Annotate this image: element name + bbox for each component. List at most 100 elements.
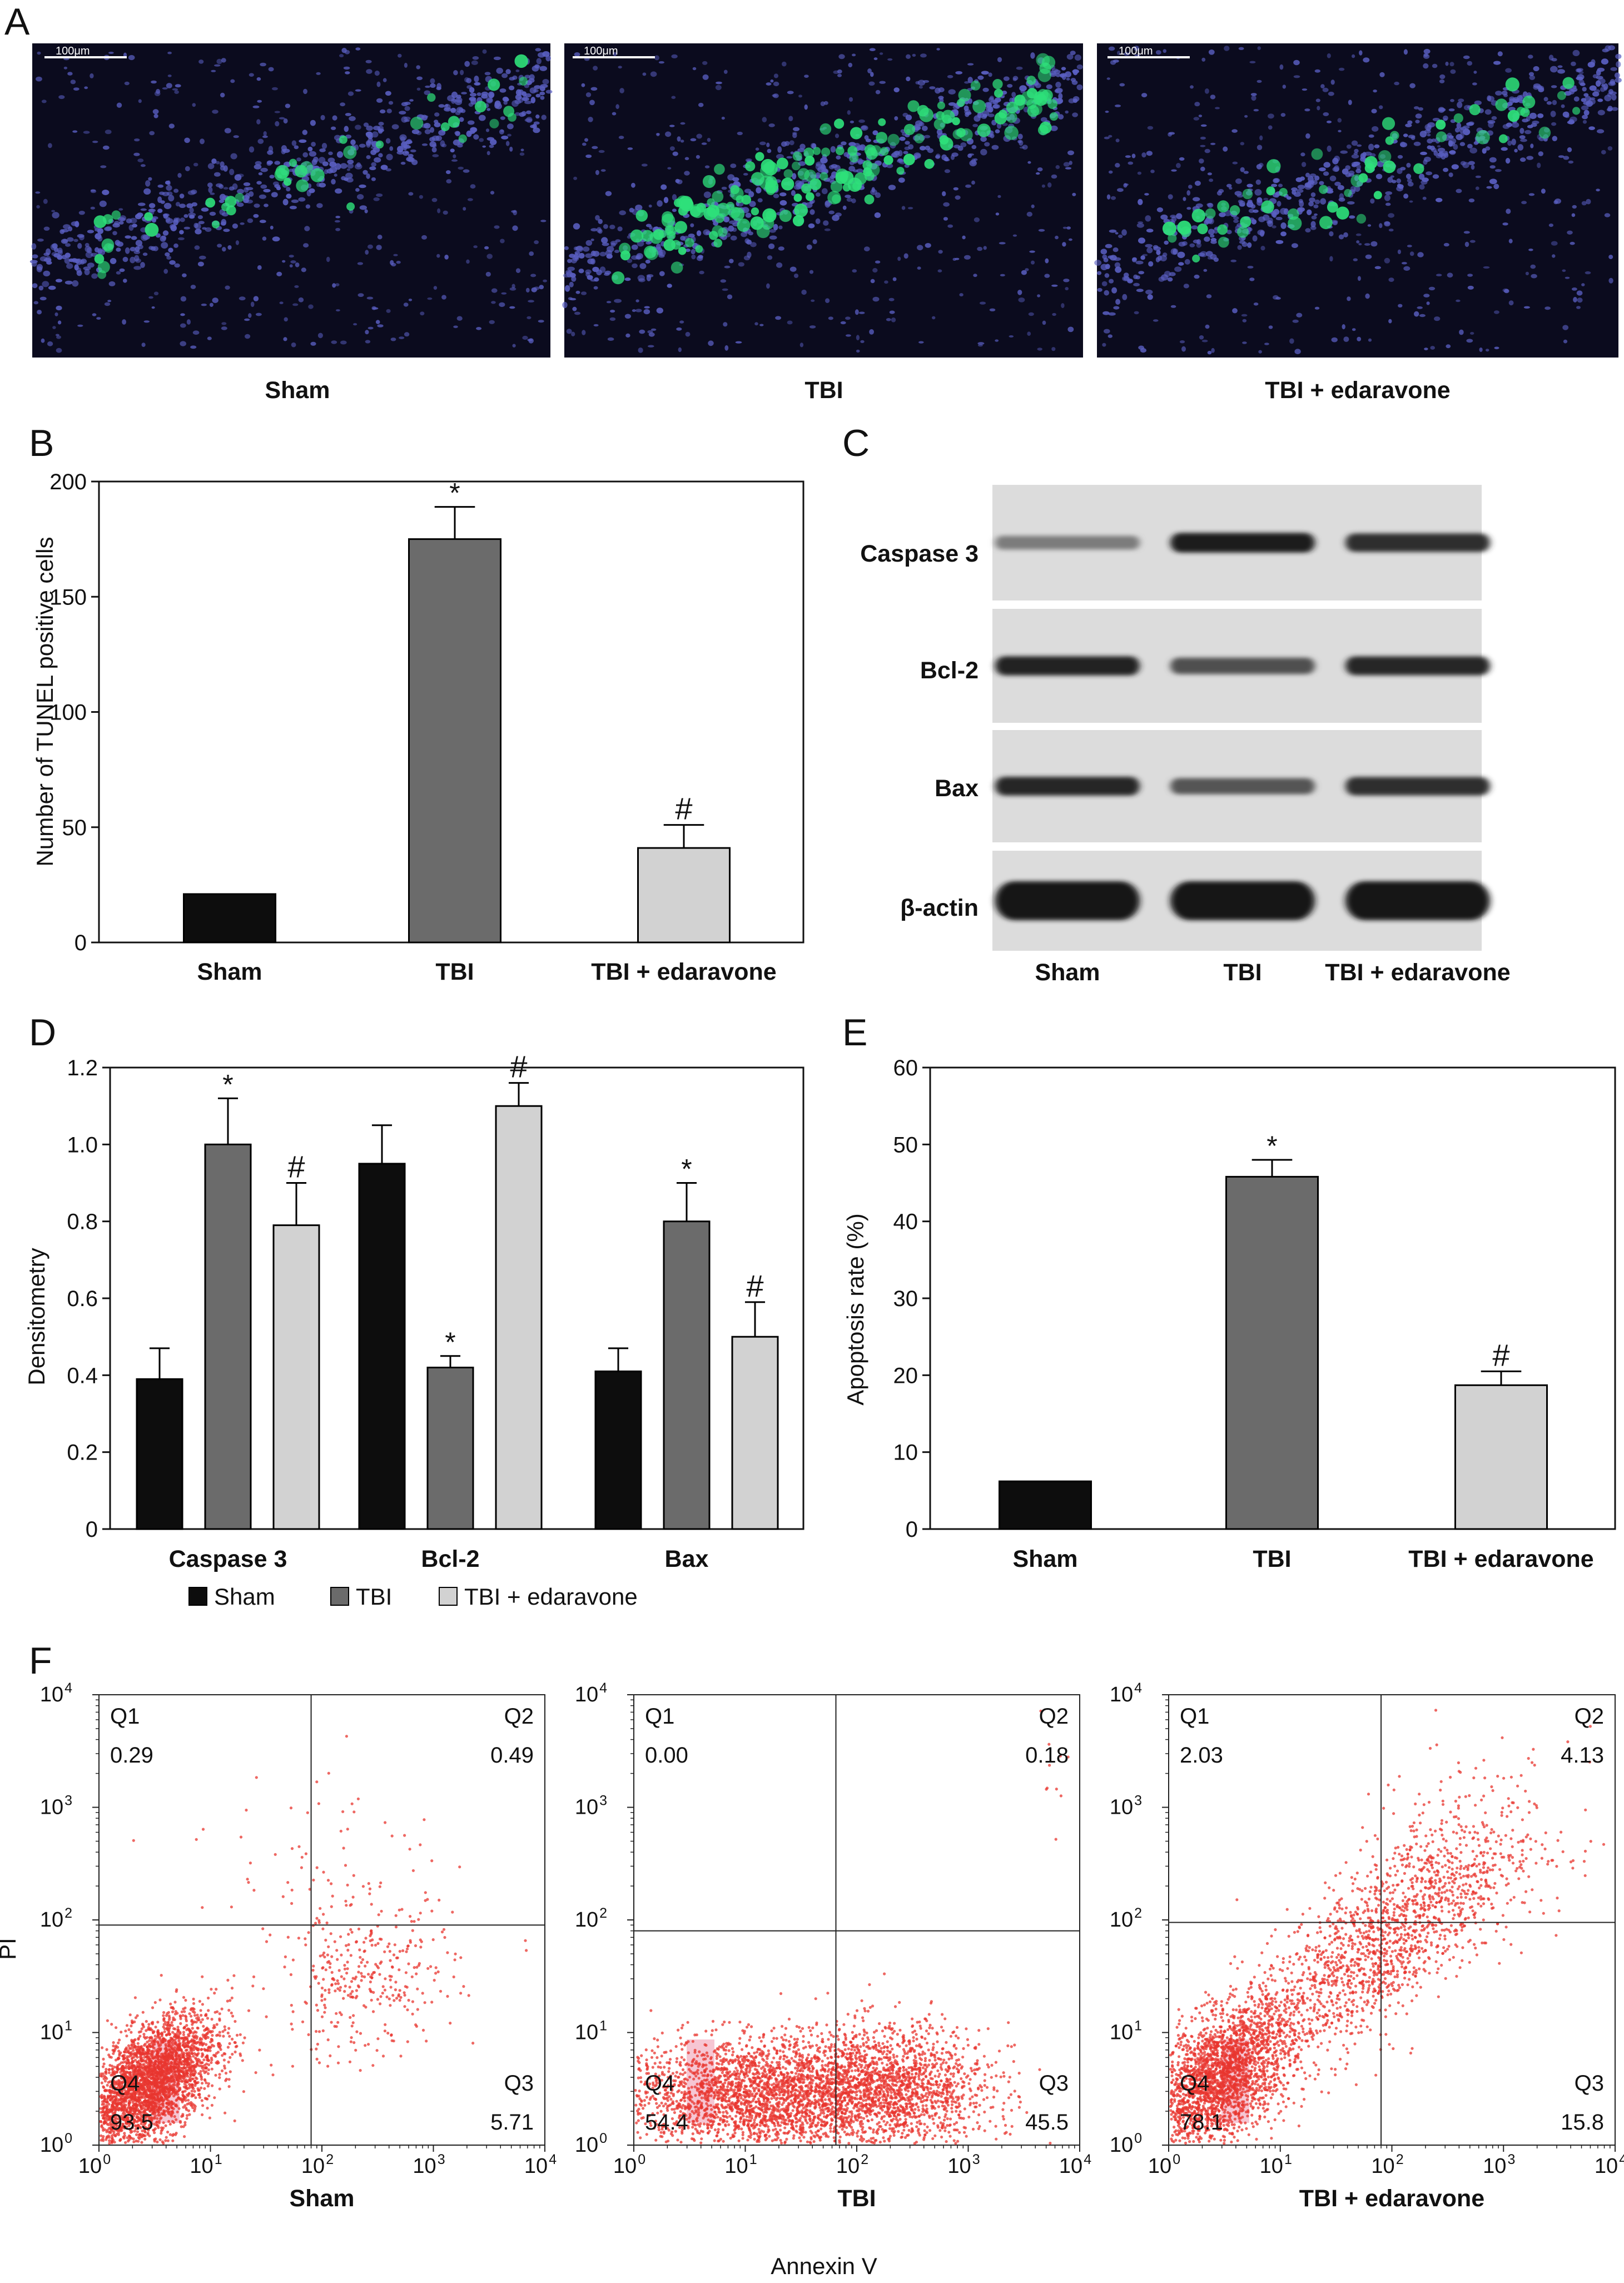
nucleus [1513,98,1519,103]
flow-event-point [175,2098,178,2102]
nucleus [279,117,285,120]
nucleus [345,113,351,116]
nucleus [43,198,48,204]
nucleus [1407,245,1412,247]
nucleus [1179,340,1185,344]
flow-event-point [233,2119,236,2122]
flow-event-point [226,1978,230,1982]
nucleus [875,260,881,264]
nucleus [1365,293,1370,299]
nucleus [1508,239,1513,244]
nucleus [594,277,599,282]
nucleus [906,76,911,82]
nucleus [66,263,73,269]
tunel-positive-cell [830,180,843,193]
panel-letter-f: F [29,1640,52,1682]
nucleus [562,301,568,309]
flow-event-point [203,2071,206,2074]
nucleus [1544,306,1551,310]
nucleus [1211,348,1215,353]
nucleus [872,130,878,136]
nucleus [1533,66,1539,72]
nucleus [1153,319,1159,322]
nucleus [1131,257,1137,262]
tunel-positive-cell [1162,221,1176,236]
nucleus [1504,289,1509,294]
nucleus [432,154,439,157]
nucleus [1105,244,1113,249]
b-y-tick-label: 200 [49,470,87,494]
nucleus [193,222,198,229]
nucleus [365,330,369,335]
nucleus [1115,299,1121,305]
nucleus [1156,250,1161,255]
nucleus [166,191,173,196]
d-bar [594,1370,642,1530]
flow-event-point [201,2052,204,2056]
nucleus [1454,127,1460,133]
nucleus [1557,65,1563,68]
nucleus [672,209,677,212]
nucleus [67,72,73,76]
nucleus [1448,140,1453,147]
nucleus [1127,279,1133,284]
nucleus [359,184,366,188]
nucleus [84,269,90,275]
nucleus [385,168,392,172]
flow-event-point [174,2054,177,2058]
nucleus [1589,85,1597,91]
nucleus [373,197,380,201]
nucleus [1031,260,1035,265]
nucleus [319,182,326,188]
flow-event-point [112,2052,115,2055]
nucleus [1050,125,1058,131]
nucleus [1373,90,1377,93]
nucleus [947,75,953,78]
nucleus [1328,91,1334,96]
nucleus [469,87,475,93]
nucleus [1456,188,1462,193]
nucleus [460,108,466,113]
nucleus [509,77,515,81]
nucleus [762,117,767,123]
nucleus [340,340,347,345]
nucleus [1194,274,1200,279]
nucleus [1385,202,1391,206]
x-category-label: Bcl-2 [421,1546,479,1572]
nucleus [888,297,895,301]
nucleus [1385,191,1393,195]
nucleus [31,243,37,250]
tunel-positive-cell [994,112,1007,125]
tunel-positive-cell [713,239,723,248]
nucleus [601,237,608,244]
nucleus [494,225,500,229]
nucleus [339,54,344,58]
nucleus [72,280,79,287]
nucleus [799,343,804,348]
nucleus [134,138,140,142]
flow-event-point [215,1988,218,1991]
nucleus [1338,67,1345,71]
nucleus [592,146,598,150]
flow-event-point [180,2010,183,2013]
nucleus [1449,62,1454,67]
nucleus [735,341,742,344]
flow-event-point [184,2049,187,2052]
nucleus [1181,346,1186,352]
nucleus [1604,95,1612,102]
nucleus [584,138,588,142]
nucleus [1138,221,1144,224]
nucleus [1144,193,1149,196]
nucleus [1483,266,1490,269]
nucleus [1268,125,1273,130]
nucleus [254,204,260,208]
nucleus [1571,61,1576,66]
nucleus [216,183,223,187]
nucleus [759,324,764,326]
nucleus [1582,120,1587,124]
nucleus [235,240,239,245]
nucleus [309,151,317,157]
nucleus [1426,171,1433,176]
nucleus [486,151,490,156]
nucleus [1253,302,1259,306]
